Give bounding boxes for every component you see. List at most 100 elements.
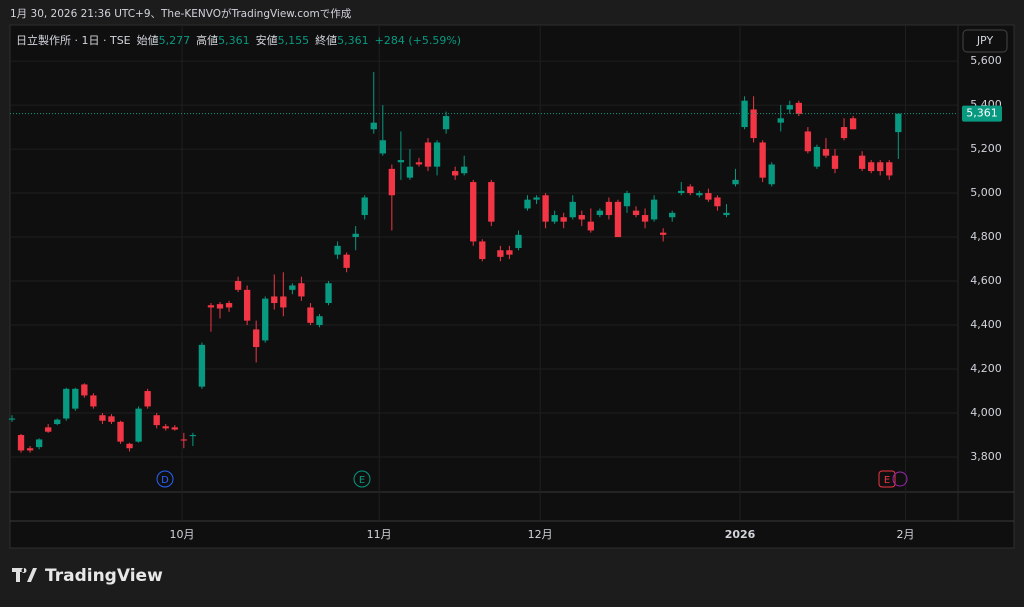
candle-body (135, 408, 142, 442)
candle-body (334, 245, 341, 255)
candle-body (849, 118, 857, 130)
candle-body (433, 142, 441, 167)
y-tick-label: 5,600 (970, 54, 1002, 67)
candle-body (488, 182, 495, 222)
last-price-label: 5,361 (966, 107, 998, 120)
candle-body (280, 296, 287, 308)
candle-body (388, 168, 396, 196)
candle-body (895, 113, 902, 133)
legend-value: 5,155 (278, 34, 310, 47)
candle-body (415, 162, 423, 165)
candle-body (180, 439, 187, 441)
candle-body (650, 199, 658, 220)
candle-body (723, 212, 730, 216)
candle-body (45, 427, 52, 432)
candle-body (262, 298, 269, 341)
legend-label: 高値 (196, 33, 218, 47)
candle-body (741, 100, 748, 128)
candle-body (822, 149, 830, 156)
last-price-tag (962, 105, 1002, 122)
candle-body (352, 233, 359, 238)
candle-body (632, 210, 640, 216)
candle-body (343, 254, 350, 268)
candle-body (777, 118, 784, 123)
candle-body (162, 426, 169, 429)
candle-body (659, 232, 667, 235)
candles (8, 72, 902, 453)
x-tick-label: 2026 (725, 528, 756, 541)
candle-body (479, 241, 486, 260)
candle-body (714, 197, 721, 207)
candle-body (470, 182, 477, 242)
grid (10, 25, 958, 521)
candle-body (361, 197, 368, 216)
y-tick-label: 5,000 (970, 186, 1002, 199)
candle-body (406, 166, 414, 178)
candle-body (614, 201, 622, 238)
candle-body (216, 304, 224, 309)
candle-body (17, 435, 25, 451)
candle-body (515, 234, 522, 249)
candle-body (551, 215, 558, 222)
candle-body (153, 415, 160, 426)
event-label: E (884, 475, 890, 486)
legend-symbol: 日立製作所 · 1日 · TSE (16, 33, 131, 47)
candle-body (886, 162, 893, 176)
candle-body (35, 439, 43, 448)
candle-body (289, 285, 296, 290)
x-tick-label: 2月 (897, 528, 915, 541)
candle-body (225, 303, 233, 308)
y-tick-label: 4,600 (970, 274, 1002, 287)
caption: 1月 30, 2026 21:36 UTC+9、The-KENVOがTradin… (10, 7, 352, 20)
candle-body (569, 201, 576, 218)
candle-body (243, 289, 251, 321)
candle-body (316, 316, 323, 326)
event-label: D (161, 475, 169, 486)
candle-body (542, 195, 549, 222)
candle-body (623, 193, 631, 207)
candle-body (506, 250, 513, 255)
candle-body (108, 416, 115, 422)
candle-body (497, 250, 504, 257)
candle-body (298, 283, 305, 297)
currency: JPY (976, 34, 994, 47)
candle-body (81, 384, 88, 396)
candle-body (461, 166, 468, 174)
candle-body (732, 179, 739, 185)
candle-body (99, 415, 106, 421)
legend-label: 安値 (256, 33, 278, 47)
event-marker (156, 470, 174, 488)
y-tick-label: 4,400 (970, 318, 1002, 331)
candle-body (54, 419, 61, 425)
candle-body (786, 105, 793, 110)
candle-body (840, 127, 848, 139)
candle-body (768, 164, 775, 185)
candle-body (605, 201, 613, 216)
legend-value: 5,361 (218, 34, 250, 47)
legend-value: 5,361 (337, 34, 369, 47)
candle-body (171, 427, 178, 430)
currency-button[interactable] (962, 29, 1008, 53)
candle-body (234, 281, 242, 290)
candle-body (397, 160, 405, 163)
candle-body (831, 155, 839, 169)
event-label: E (359, 475, 365, 486)
candle-body (26, 448, 34, 451)
candle-body (90, 395, 97, 407)
candle-body (126, 443, 133, 449)
candle-body (451, 171, 459, 176)
candle-body (533, 197, 540, 200)
candle-body (198, 344, 206, 387)
y-tick-label: 4,200 (970, 362, 1002, 375)
event-marker (892, 471, 908, 487)
candle-body (578, 215, 585, 220)
candle-body (325, 283, 332, 304)
legend-change: +284 (+5.59%) (375, 34, 461, 47)
candle-body (877, 162, 884, 172)
y-tick-label: 4,000 (970, 406, 1002, 419)
candle-body (587, 221, 594, 231)
candle-body (705, 193, 712, 200)
candle-body (804, 131, 812, 152)
candle-body (696, 193, 703, 196)
